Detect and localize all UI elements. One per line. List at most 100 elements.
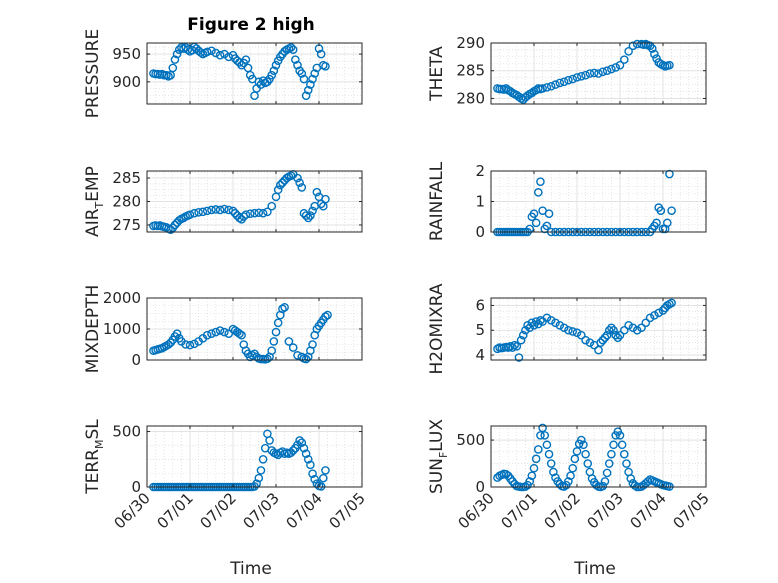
data-point bbox=[299, 443, 309, 453]
data-point bbox=[493, 473, 502, 482]
data-point bbox=[308, 340, 317, 349]
data-point bbox=[600, 477, 610, 486]
y-axis-label: THETA bbox=[427, 46, 447, 102]
data-point bbox=[207, 329, 216, 338]
data-point bbox=[564, 75, 573, 85]
data-point bbox=[551, 318, 560, 328]
data-point bbox=[220, 204, 229, 214]
x-tick-label: 07/05 bbox=[670, 489, 713, 532]
data-point bbox=[622, 459, 631, 468]
data-point bbox=[665, 169, 674, 179]
data-point bbox=[301, 211, 311, 220]
data-point bbox=[170, 220, 180, 230]
data-point bbox=[198, 207, 208, 217]
data-point bbox=[230, 208, 240, 218]
data-point bbox=[224, 205, 233, 215]
x-tick-label: 07/05 bbox=[326, 489, 369, 532]
data-point bbox=[189, 208, 199, 218]
data-point bbox=[297, 183, 307, 192]
data-point bbox=[518, 330, 528, 340]
data-point bbox=[525, 477, 535, 486]
data-point bbox=[570, 454, 580, 464]
data-point bbox=[527, 88, 537, 98]
data-point bbox=[321, 61, 330, 71]
y-tick-label: 275 bbox=[112, 216, 141, 234]
data-point bbox=[546, 81, 556, 91]
data-point bbox=[626, 474, 636, 483]
subplot-1: 900 950 PRESSURE bbox=[83, 29, 363, 118]
data-point bbox=[531, 317, 541, 326]
y-tick-label: 0 bbox=[131, 351, 141, 369]
data-point bbox=[542, 83, 552, 92]
data-point bbox=[538, 84, 547, 93]
x-tick-label: 07/02 bbox=[197, 489, 240, 532]
data-point bbox=[293, 440, 302, 450]
data-point bbox=[542, 313, 552, 323]
data-point bbox=[211, 327, 221, 337]
data-point bbox=[566, 471, 575, 481]
data-point bbox=[308, 206, 317, 216]
data-point bbox=[613, 333, 623, 342]
data-point bbox=[632, 325, 642, 335]
y-tick-label: 280 bbox=[456, 89, 485, 107]
subplot-2: 280 285 290 THETA bbox=[427, 34, 707, 107]
data-point bbox=[207, 46, 216, 56]
data-point bbox=[654, 308, 664, 318]
data-point bbox=[531, 454, 541, 464]
data-point bbox=[308, 469, 317, 478]
data-point bbox=[269, 337, 279, 346]
y-tick-label: 2 bbox=[475, 162, 485, 180]
data-point bbox=[650, 311, 659, 320]
data-point bbox=[235, 213, 244, 223]
data-point bbox=[299, 74, 309, 84]
series-markers bbox=[149, 42, 330, 100]
data-point bbox=[211, 48, 221, 58]
data-point bbox=[572, 73, 582, 82]
y-tick-label: 5 bbox=[475, 321, 485, 339]
data-point bbox=[271, 60, 281, 70]
data-point bbox=[607, 323, 616, 333]
data-point bbox=[286, 43, 296, 52]
data-point bbox=[527, 471, 537, 481]
data-point bbox=[280, 47, 289, 56]
data-point bbox=[602, 66, 612, 76]
data-point bbox=[602, 330, 612, 340]
data-point bbox=[568, 74, 578, 84]
data-point bbox=[241, 210, 251, 219]
axes-box bbox=[490, 42, 707, 105]
data-point bbox=[303, 85, 313, 95]
data-point bbox=[211, 205, 221, 214]
data-point bbox=[263, 207, 272, 217]
data-point bbox=[600, 333, 610, 342]
data-point bbox=[604, 325, 614, 335]
data-point bbox=[620, 325, 629, 335]
data-point bbox=[650, 49, 659, 59]
series-markers bbox=[493, 39, 674, 104]
data-point bbox=[162, 223, 171, 232]
data-point bbox=[273, 318, 283, 328]
data-point bbox=[196, 48, 206, 57]
y-tick-label: 0 bbox=[475, 478, 485, 496]
data-point bbox=[508, 343, 517, 352]
minor-grid bbox=[490, 426, 707, 488]
data-point bbox=[308, 74, 317, 84]
data-point bbox=[271, 327, 281, 337]
data-point bbox=[185, 210, 195, 219]
data-point bbox=[611, 63, 621, 72]
data-point bbox=[617, 440, 627, 450]
x-tick-label: 07/03 bbox=[584, 489, 627, 532]
data-point bbox=[316, 199, 326, 209]
data-point bbox=[598, 335, 608, 345]
data-point bbox=[568, 463, 578, 473]
data-point bbox=[202, 330, 212, 340]
series-markers bbox=[493, 298, 676, 362]
data-point bbox=[585, 338, 595, 347]
data-point bbox=[654, 58, 664, 67]
y-tick-label: 280 bbox=[112, 193, 141, 211]
data-point bbox=[310, 474, 320, 484]
data-point bbox=[269, 66, 279, 76]
data-point bbox=[581, 335, 590, 345]
data-point bbox=[525, 323, 535, 333]
data-point bbox=[250, 91, 259, 100]
